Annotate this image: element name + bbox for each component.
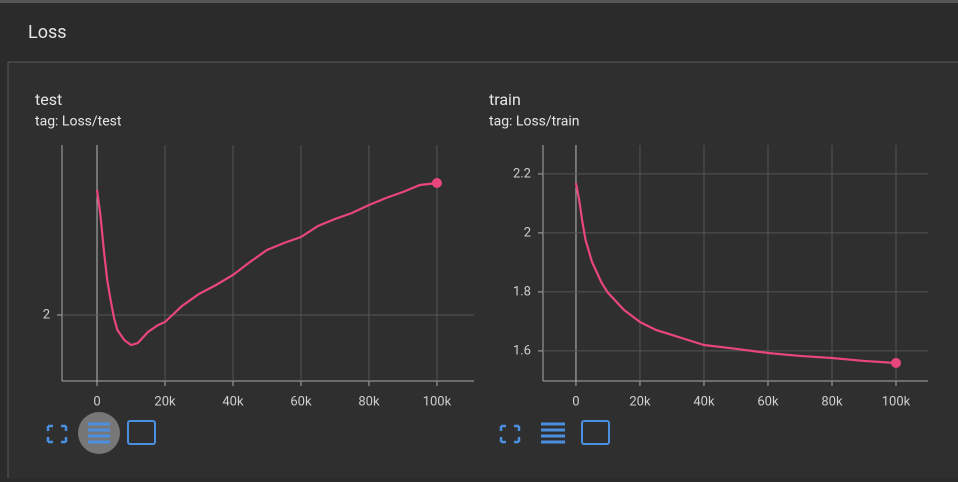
chart-subtitle: tag: Loss/train [489, 114, 579, 130]
y-tick-label: 2 [43, 307, 50, 322]
last-point [431, 178, 442, 188]
log-toggle-bg [78, 412, 120, 454]
y-tick-label: 2.2 [513, 166, 531, 181]
chart-title: train [489, 90, 521, 109]
x-tick-label: 100k [423, 394, 452, 409]
x-tick-label: 60k [290, 394, 312, 409]
section-title: Loss [28, 22, 67, 43]
top-border [0, 0, 958, 3]
log-toggle[interactable] [541, 422, 565, 444]
x-tick-label: 80k [358, 394, 380, 409]
toolbar [46, 412, 156, 454]
chart-title: test [35, 90, 62, 109]
fullscreen-button[interactable] [499, 424, 521, 444]
x-tick-label: 20k [154, 394, 176, 409]
x-tick-label: 20k [629, 394, 651, 409]
y-tick-label: 2 [524, 225, 531, 240]
chart-subtitle: tag: Loss/test [35, 114, 122, 130]
fit-domain-button[interactable] [127, 420, 156, 445]
series-line [574, 182, 897, 365]
x-tick-label: 60k [757, 394, 779, 409]
x-tick-label: 80k [821, 394, 843, 409]
y-tick-label: 1.6 [513, 343, 531, 358]
x-tick-label: 0 [93, 394, 100, 409]
y-tick-label: 1.8 [513, 284, 531, 299]
x-tick-label: 40k [222, 394, 244, 409]
log-toggle[interactable] [88, 422, 110, 444]
fit-domain-button[interactable] [581, 420, 610, 445]
toolbar [499, 420, 610, 445]
x-tick-label: 0 [572, 394, 579, 409]
series-line [95, 181, 438, 347]
last-point [890, 358, 901, 369]
x-tick-label: 100k [882, 394, 911, 409]
x-tick-label: 40k [693, 394, 715, 409]
panel [7, 61, 958, 482]
fullscreen-button[interactable] [46, 424, 68, 444]
